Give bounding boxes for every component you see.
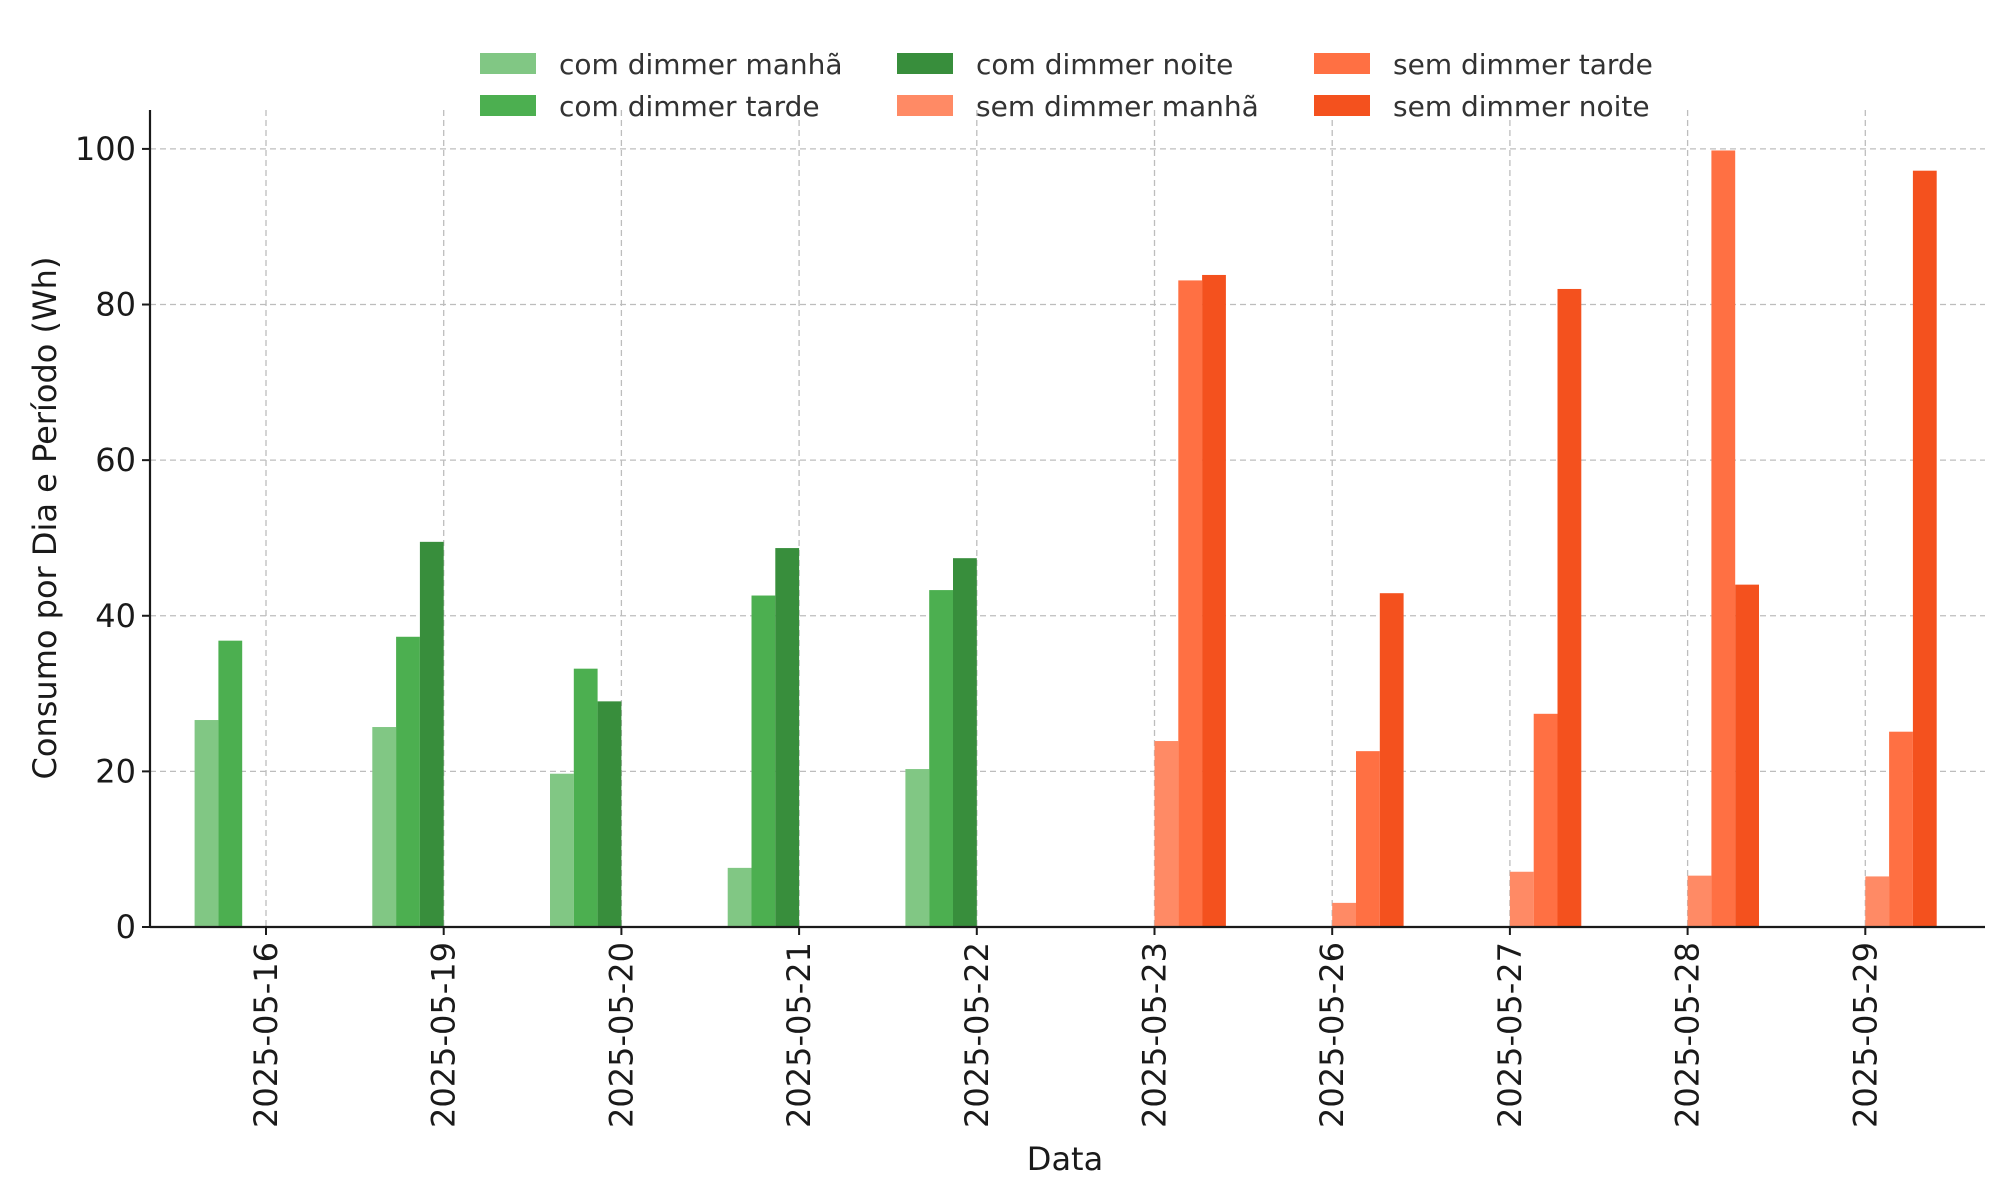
x-tick-label: 2025-05-26 [1313,942,1351,1128]
y-tick-label: 80 [95,286,136,324]
x-tick-label: 2025-05-22 [958,942,996,1128]
bar [396,636,420,927]
bar [775,548,800,927]
y-tick-label: 100 [75,130,136,168]
bar [929,590,953,927]
bar [1509,871,1534,927]
bar [597,701,622,927]
bar [1154,741,1179,927]
x-tick-label: 2025-05-27 [1491,942,1529,1128]
legend-swatch [897,53,953,74]
bar [1889,731,1913,927]
y-tick-label: 20 [95,752,136,790]
legend-swatch [1314,95,1370,116]
axes-layer [148,110,1985,929]
bar [419,541,444,927]
bar [1178,280,1203,928]
bar [727,867,752,927]
x-tick-label: 2025-05-21 [780,942,818,1128]
x-tick-label: 2025-05-20 [602,942,640,1128]
legend-label: com dimmer noite [976,48,1233,81]
y-axis-title: Consumo por Dia e Período (Wh) [26,257,64,780]
bar [1865,876,1890,927]
bar [1735,584,1759,927]
bar [1687,875,1712,927]
bar [573,668,598,927]
bar [905,769,930,927]
bar [751,595,776,927]
legend-swatch [1314,53,1370,74]
y-tick-label: 40 [95,597,136,635]
bars-layer [194,150,1937,928]
legend-swatch [480,95,536,116]
bar [194,720,219,927]
ticks-layer: 0 20 40 60 80 100 2025-05-16 2025-05-19 2025-05-… [75,130,1884,1128]
bar [372,727,397,927]
bar [1557,288,1582,927]
legend-label: sem dimmer manhã [976,90,1259,123]
legend: com dimmer manhã com dimmer tarde com dimm… [480,48,1653,123]
bar [218,640,243,927]
x-tick-label: 2025-05-19 [425,942,463,1128]
legend-label: com dimmer manhã [559,48,843,81]
x-tick-label: 2025-05-28 [1669,942,1707,1128]
bar [1533,713,1558,927]
y-tick-label: 60 [95,441,136,479]
legend-label: sem dimmer noite [1393,90,1650,123]
legend-swatch [897,95,953,116]
bar [550,773,574,927]
bar [1711,150,1736,928]
bar [1912,170,1937,928]
bar [1356,751,1380,927]
x-tick-label: 2025-05-16 [247,942,285,1128]
legend-swatch [480,53,536,74]
legend-label: sem dimmer tarde [1393,48,1653,81]
legend-label: com dimmer tarde [559,90,820,123]
bar [1332,902,1356,927]
bar [1379,593,1404,927]
x-axis-title: Data [1027,1140,1103,1178]
x-tick-label: 2025-05-23 [1136,942,1174,1128]
bar [953,558,977,927]
y-tick-label: 0 [116,908,136,946]
bar [1202,274,1226,927]
x-tick-label: 2025-05-29 [1846,942,1884,1128]
